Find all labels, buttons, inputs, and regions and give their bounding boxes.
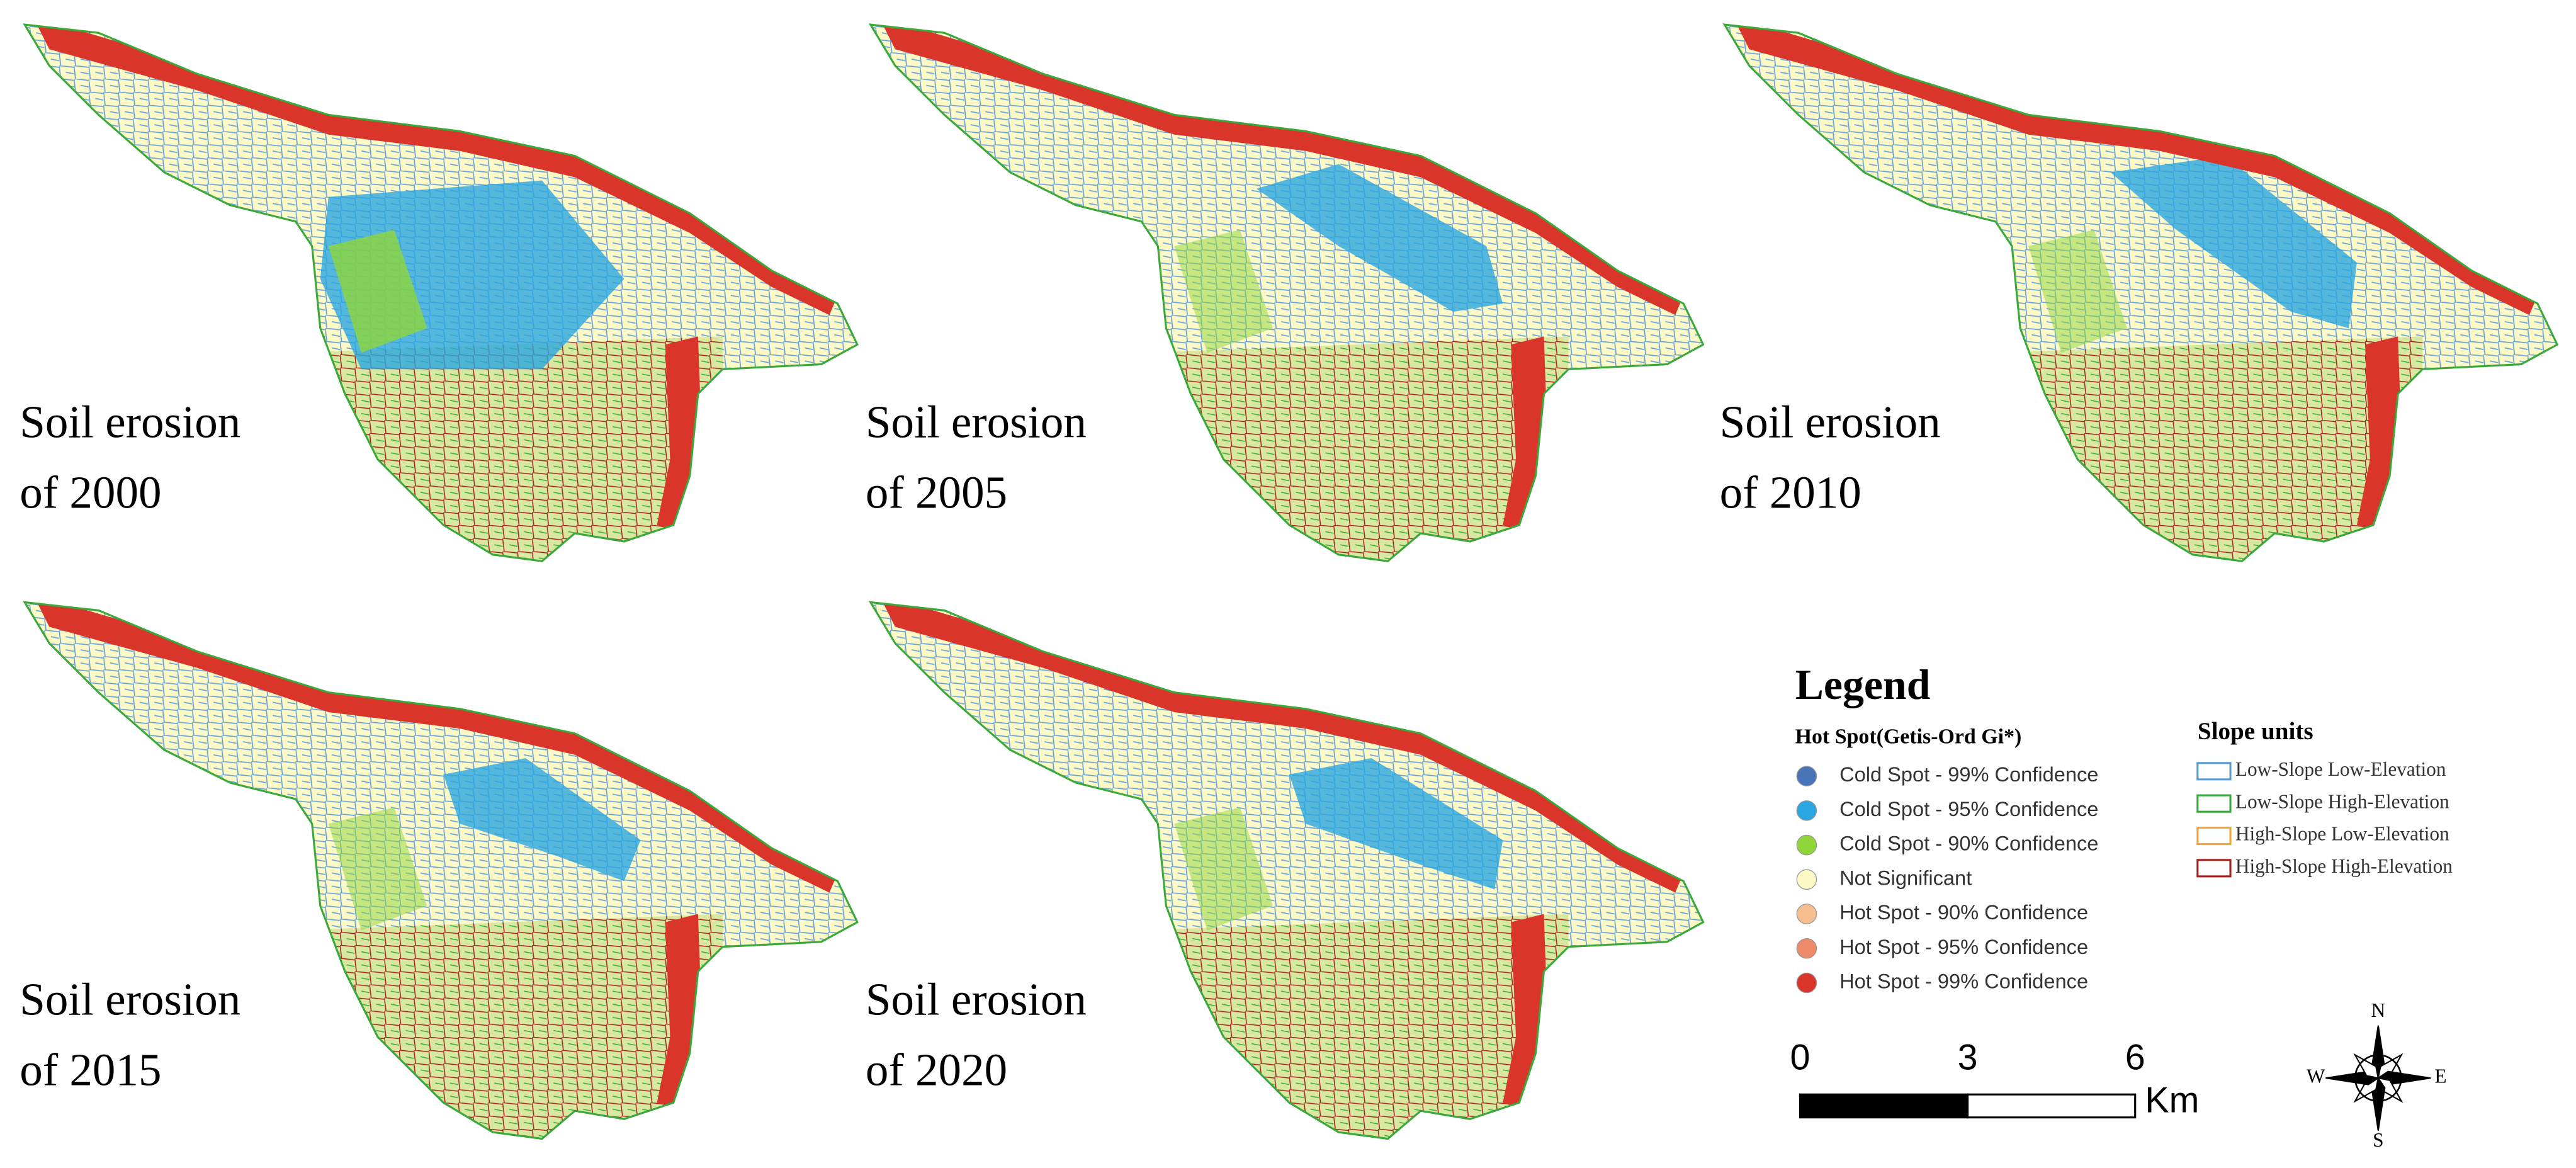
legend-label: Hot Spot - 90% Confidence bbox=[1839, 900, 2088, 924]
map-panel: Soil erosion of 2020 bbox=[866, 601, 1705, 1140]
high-elevation-area bbox=[1141, 914, 1569, 1139]
panel-title: Soil erosion bbox=[20, 396, 240, 447]
cold-spot-area bbox=[1289, 757, 1503, 890]
cold-spot-area bbox=[443, 757, 641, 882]
panel-title: of 2020 bbox=[866, 1045, 1007, 1096]
legend-swatch bbox=[1796, 869, 1817, 890]
hot-spot-ridge bbox=[878, 25, 1684, 315]
legend-label: High-Slope High-Elevation bbox=[2235, 855, 2453, 877]
map-panel: Soil erosion of 2010 bbox=[1720, 23, 2558, 562]
legend-swatch bbox=[1796, 904, 1817, 924]
hot-spot-title: Hot Spot(Getis-Ord Gi*) bbox=[1795, 725, 2022, 748]
compass-w: W bbox=[2307, 1065, 2325, 1087]
panel-title: Soil erosion bbox=[1720, 396, 1941, 447]
compass-e: E bbox=[2434, 1065, 2446, 1087]
legend-label: Low-Slope Low-Elevation bbox=[2235, 758, 2446, 780]
scale-tick-label: 3 bbox=[1958, 1038, 1978, 1078]
legend-swatch bbox=[2196, 794, 2232, 813]
legend-label: Cold Spot - 90% Confidence bbox=[1839, 832, 2098, 855]
compass-rose bbox=[2325, 1025, 2431, 1131]
map-panel: Soil erosion of 2015 bbox=[20, 601, 859, 1140]
compass-ring bbox=[2354, 1054, 2402, 1102]
map-panel: Soil erosion of 2000 bbox=[20, 23, 859, 562]
legend-label: Cold Spot - 95% Confidence bbox=[1839, 797, 2098, 820]
cold-spot-90-area bbox=[2028, 229, 2127, 353]
scale-tick-label: 6 bbox=[2125, 1038, 2145, 1078]
compass-s: S bbox=[2373, 1129, 2383, 1151]
panel-title: of 2000 bbox=[20, 467, 161, 518]
legend-swatch bbox=[1796, 800, 1817, 821]
legend-label: Not Significant bbox=[1839, 866, 1972, 889]
legend-label: Hot Spot - 95% Confidence bbox=[1839, 935, 2088, 958]
cold-spot-90-area bbox=[328, 807, 427, 931]
legend-swatch bbox=[1796, 834, 1817, 856]
panel-title: Soil erosion bbox=[866, 974, 1087, 1025]
panel-title: of 2015 bbox=[20, 1045, 161, 1096]
scale-tick-label: 0 bbox=[1790, 1038, 1811, 1078]
legend-title: Legend bbox=[1795, 661, 1931, 708]
slope-units-title: Slope units bbox=[2198, 718, 2313, 745]
legend-swatch bbox=[1796, 766, 1817, 786]
map-panel: Soil erosion of 2005 bbox=[866, 23, 1705, 562]
cold-spot-90-area bbox=[1174, 807, 1273, 931]
scale-segment bbox=[1799, 1093, 1969, 1119]
hot-spot-ridge bbox=[33, 25, 838, 315]
legend-label: Cold Spot - 99% Confidence bbox=[1839, 763, 2098, 786]
compass-n: N bbox=[2371, 999, 2386, 1021]
scale-segment bbox=[1967, 1093, 2137, 1119]
legend-swatch bbox=[2196, 826, 2232, 846]
legend-label: Low-Slope High-Elevation bbox=[2235, 790, 2449, 812]
panel-title: of 2005 bbox=[866, 467, 1007, 518]
legend-label: High-Slope Low-Elevation bbox=[2235, 823, 2449, 845]
legend-swatch bbox=[1796, 938, 1817, 959]
cold-spot-area bbox=[1256, 164, 1503, 312]
high-elevation-area bbox=[295, 914, 723, 1139]
cold-spot-90-area bbox=[1174, 229, 1273, 353]
high-elevation-area bbox=[1995, 336, 2423, 562]
high-elevation-area bbox=[295, 336, 723, 562]
cold-spot-90-area bbox=[328, 229, 427, 353]
panel-title: of 2010 bbox=[1720, 467, 1861, 518]
compass-point bbox=[2353, 1053, 2380, 1079]
legend-swatch bbox=[2196, 859, 2232, 878]
legend-swatch bbox=[1796, 972, 1817, 994]
panel-title: Soil erosion bbox=[20, 974, 240, 1025]
hot-spot-ridge bbox=[33, 602, 838, 893]
legend-swatch bbox=[2196, 762, 2232, 781]
hot-spot-ridge bbox=[1732, 25, 2538, 315]
cold-spot-area bbox=[2110, 156, 2357, 329]
panel-title: Soil erosion bbox=[866, 396, 1087, 447]
scale-unit: Km bbox=[2145, 1080, 2199, 1120]
hot-spot-ridge bbox=[878, 602, 1684, 893]
legend-label: Hot Spot - 99% Confidence bbox=[1839, 970, 2088, 993]
high-elevation-area bbox=[1141, 336, 1569, 562]
